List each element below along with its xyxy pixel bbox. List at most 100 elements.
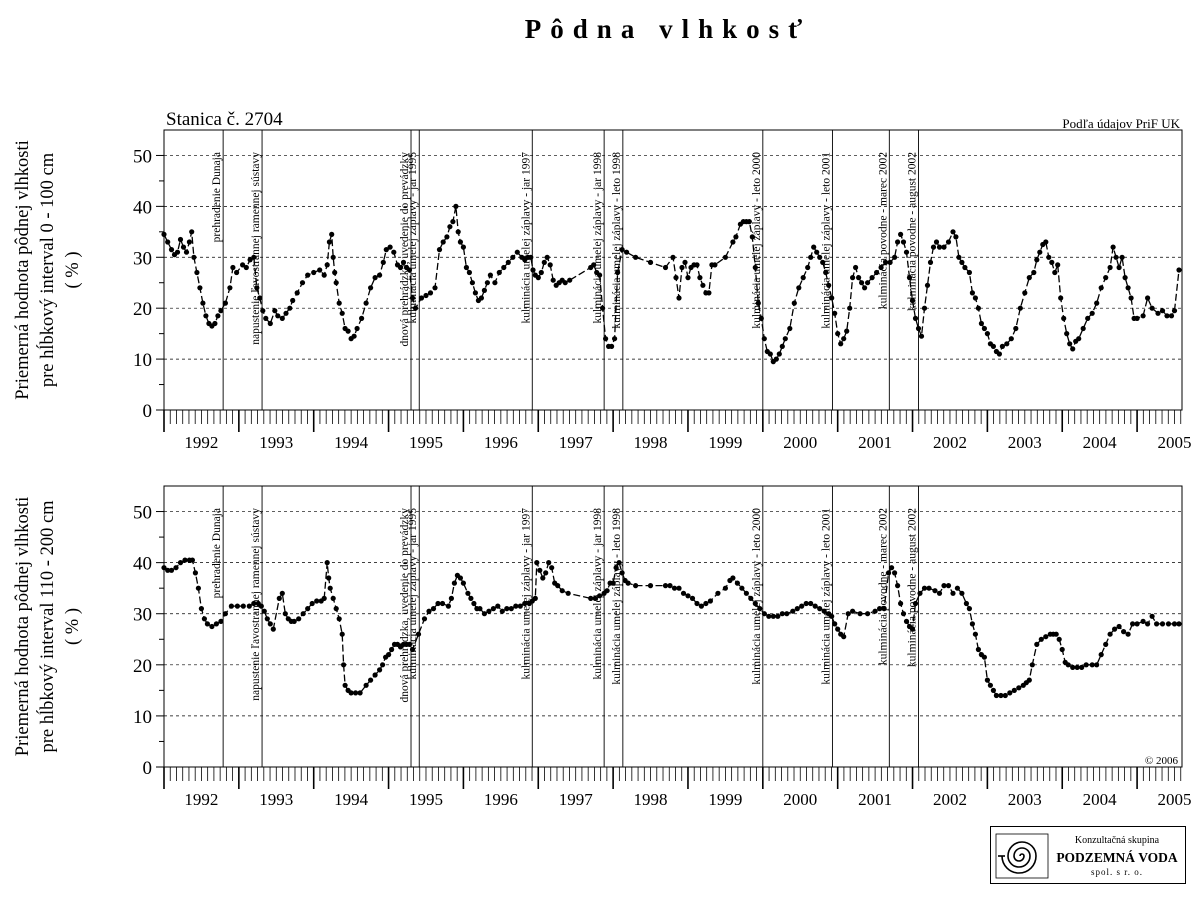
data-point [1159,308,1166,314]
data-point [444,234,450,240]
data-point [1076,336,1082,342]
data-point [270,626,276,632]
data-point [1145,621,1151,627]
data-point [339,310,345,316]
data-point [987,682,994,688]
data-point [418,295,425,301]
data-point [195,585,201,591]
data-point [898,600,904,607]
data-point [1165,621,1172,627]
data-point [305,606,311,612]
event-label: kulminácia umelej záplavy - leto 2001 [820,152,832,329]
data-point [342,682,348,688]
data-point [609,343,615,349]
data-point [749,234,755,240]
data-point [451,580,457,586]
data-point [544,254,550,260]
data-point [1116,623,1122,630]
y-axis-label: pre hĺbkový interval 110 - 200 cm [36,500,58,753]
data-point [619,247,625,253]
data-point [1140,618,1146,625]
data-point [505,259,511,265]
data-point [478,295,484,301]
logo-legal-form: spol. s r. o. [1090,867,1143,877]
data-point [300,611,306,617]
data-point [941,583,947,589]
data-point [1128,295,1134,301]
data-point [996,351,1003,357]
data-point [877,606,883,612]
data-point [906,275,913,281]
data-point [945,583,952,589]
data-point [900,611,907,617]
data-point [1046,254,1052,260]
data-point [197,285,203,291]
data-point [465,590,471,596]
data-point [537,567,543,573]
data-point [423,292,429,299]
data-point [275,313,281,319]
data-point [200,300,206,306]
data-point [984,331,991,337]
data-point [218,308,224,314]
data-point [975,305,982,311]
page-title: Pôdna vlhkosť [524,14,812,44]
data-point [829,613,835,619]
data-point [547,262,553,268]
data-point [1058,295,1064,301]
data-point [1056,636,1062,642]
y-axis-label: ( % ) [63,608,83,645]
data-point [460,244,466,250]
data-point [1125,285,1131,291]
data-point [1159,621,1166,627]
data-point [814,249,820,255]
spiral-logo-icon [995,833,1049,879]
data-point [930,244,937,250]
x-tick-label: 1994 [334,790,369,809]
data-point [969,621,976,627]
data-point [460,580,466,586]
event-label: dnová prehrádzka, uvedenie do prevádzky [399,508,411,703]
data-point [562,280,568,286]
data-point [535,275,541,281]
chart-panel-2: 0 10 20 30 40 50 1992 1993 1994 1995 1996 1997 1998 1… [13,485,1192,809]
data-point [409,646,416,653]
data-point [294,290,300,296]
data-point [415,631,422,637]
data-point [264,616,270,622]
data-point [670,254,676,260]
x-tick-label: 2000 [783,433,817,452]
data-point [363,682,369,688]
event-label: kulminácia povodne - august 2002 [907,152,919,311]
x-tick-label: 2005 [1158,790,1192,809]
x-tick-label: 1998 [634,433,668,452]
data-point [324,560,330,566]
data-point [1168,313,1175,319]
data-point [177,236,184,243]
data-point [450,219,456,225]
data-point [1149,305,1155,311]
data-point [1149,613,1155,619]
data-point [254,285,260,291]
event-label: kulminácia povodne - marec 2002 [877,508,889,665]
data-point [703,600,709,607]
data-point [528,254,534,260]
data-point [773,356,779,362]
data-point [909,626,916,632]
data-point [1134,621,1140,627]
data-point [1107,264,1113,271]
data-point [222,611,228,617]
data-point [357,690,363,696]
data-point [567,277,573,283]
data-point [752,264,758,271]
data-point [1011,687,1017,694]
data-point [874,269,880,276]
data-point [448,595,454,602]
y-tick-label: 30 [133,248,152,269]
data-point [903,618,910,625]
x-tick-label: 1992 [184,790,218,809]
data-point [510,254,516,260]
data-point [1026,275,1032,281]
data-point [817,254,823,260]
data-point [406,641,413,648]
